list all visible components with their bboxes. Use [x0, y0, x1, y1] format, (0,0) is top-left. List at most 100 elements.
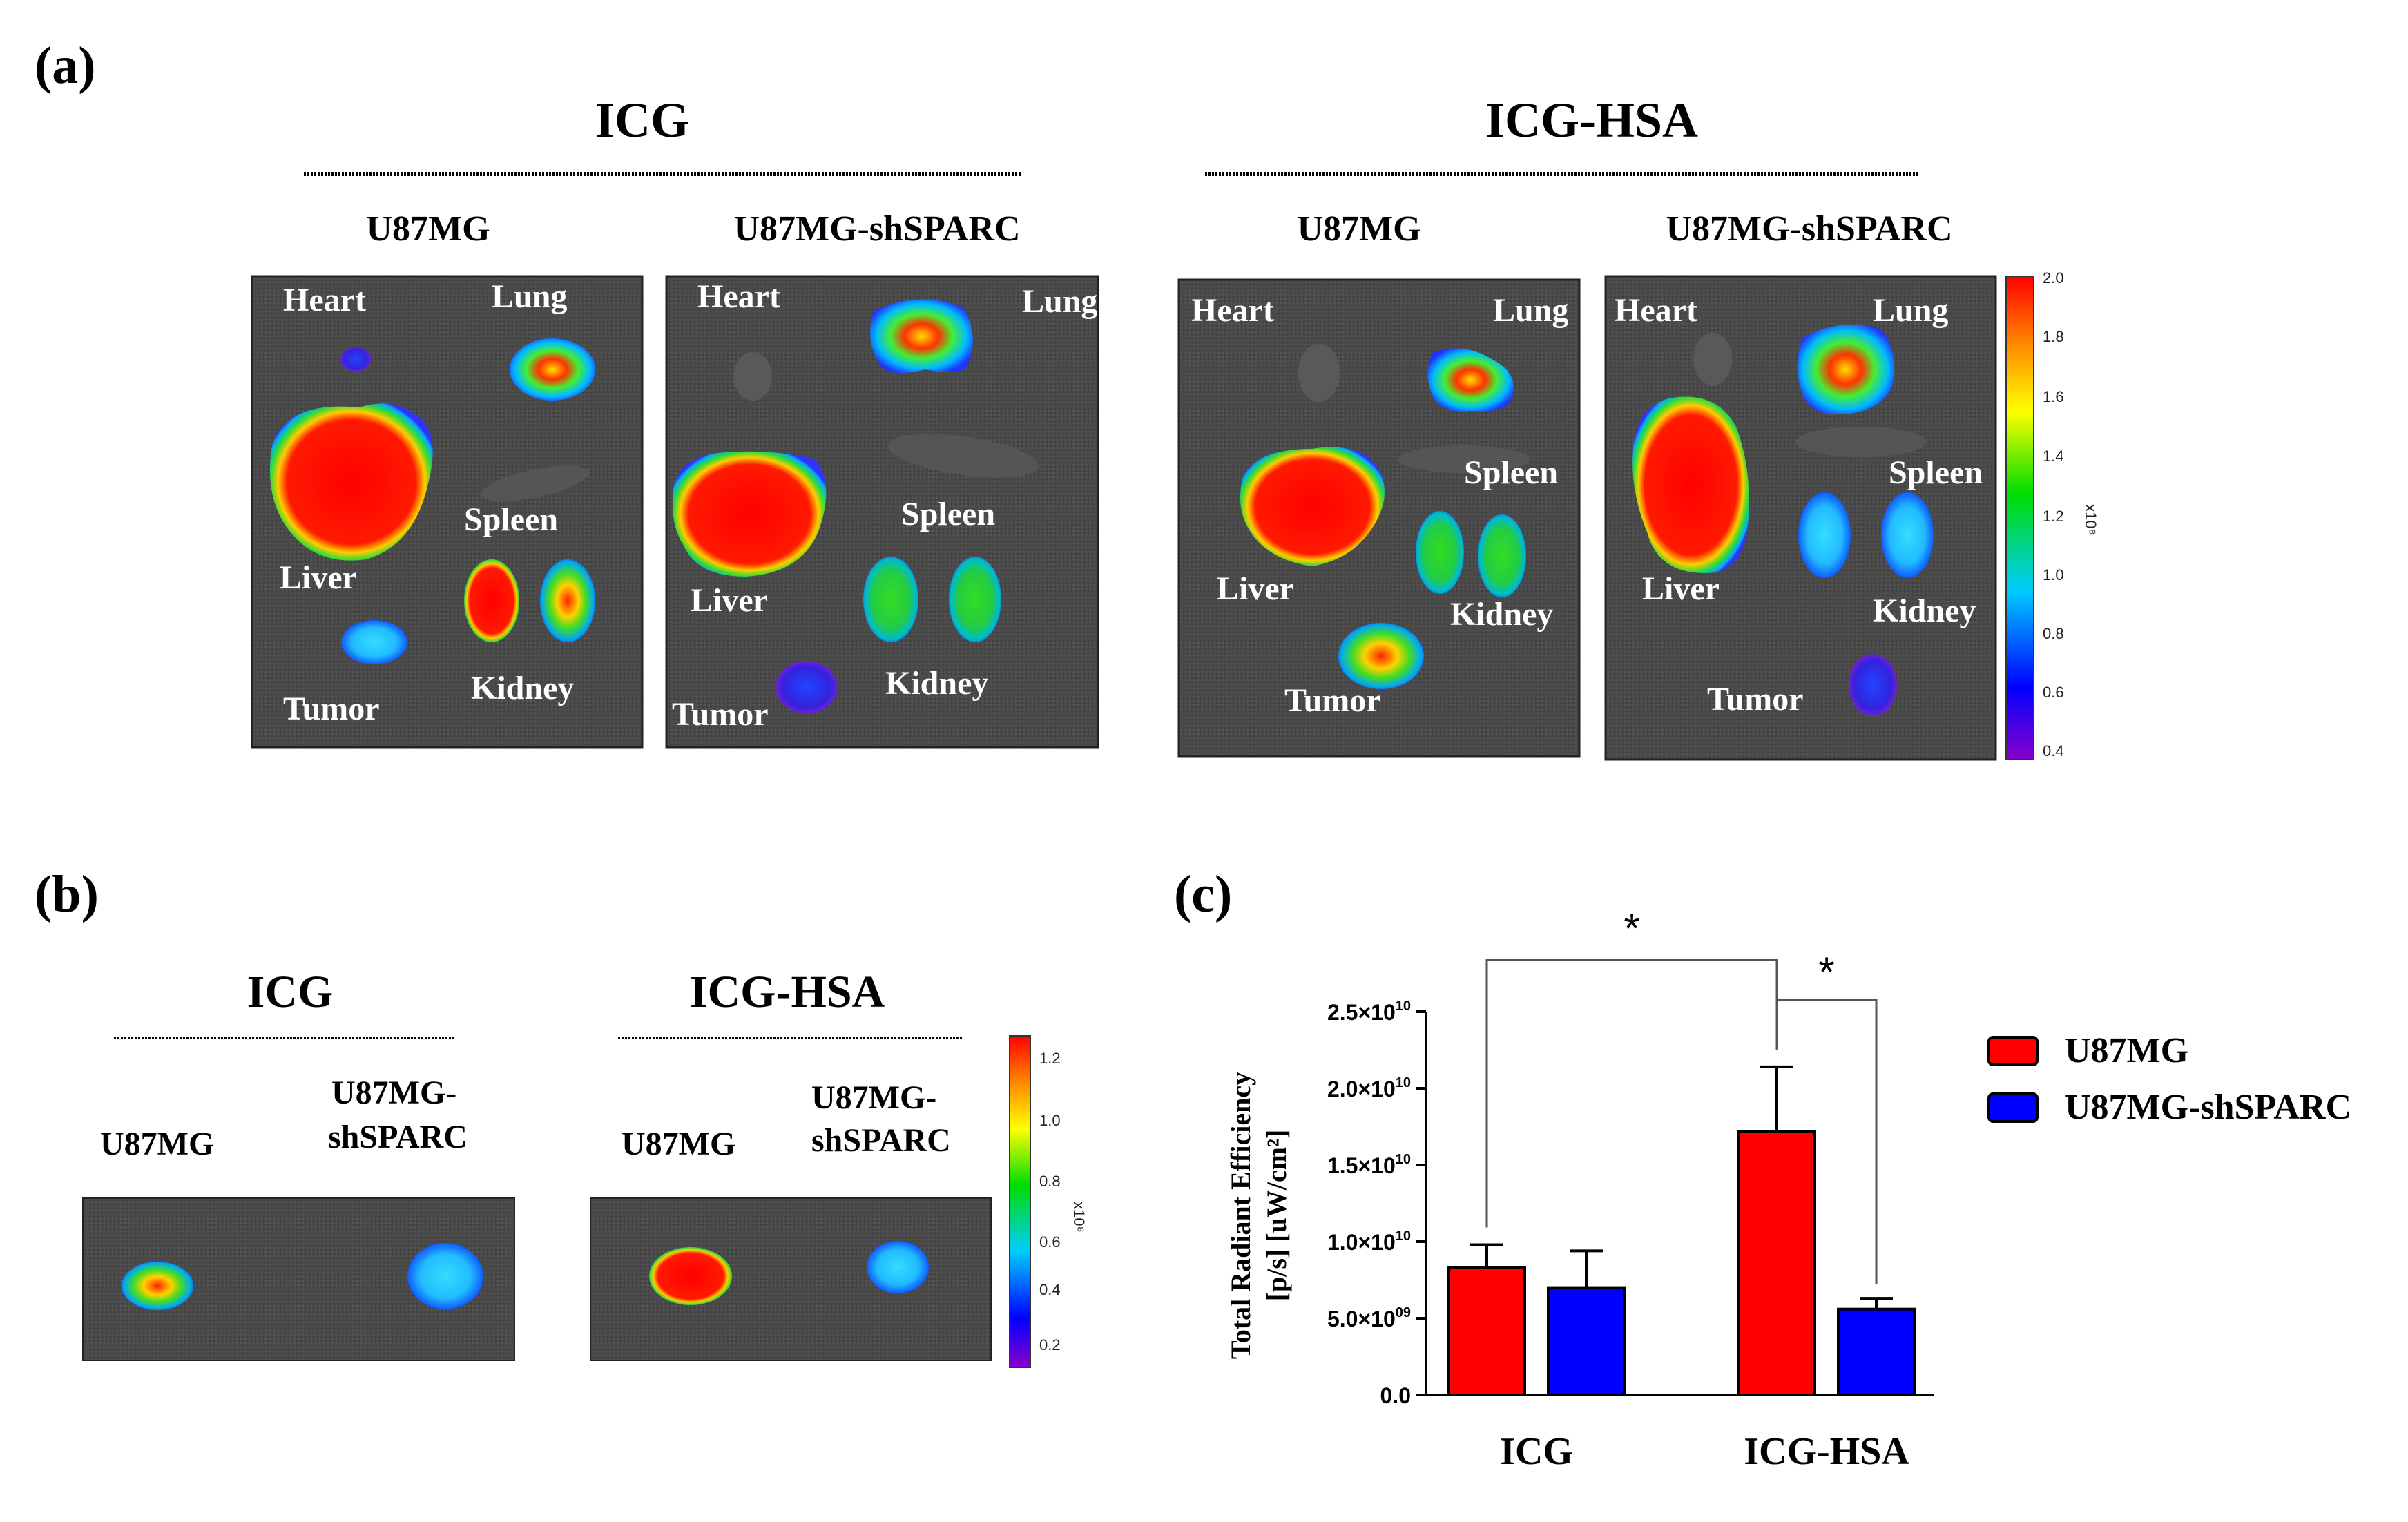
- panel-label-c: (c): [1174, 865, 1232, 923]
- sample-label: U87MG-: [331, 1075, 456, 1111]
- colorbar-tick: 1.8: [2043, 328, 2064, 345]
- significance-brackets: **: [1485, 905, 1878, 1285]
- kidney-signal: [1798, 492, 1851, 578]
- organ-label: Lung: [1022, 283, 1097, 320]
- tumor-signal: [776, 661, 838, 713]
- lung-signal: [870, 299, 973, 373]
- colorbar-b: 1.2 1.0 0.8 0.6 0.4 0.2 x10⁸: [1009, 1035, 1088, 1368]
- colorbar-tick: 0.2: [1039, 1336, 1061, 1354]
- sample-label: U87MG: [100, 1126, 214, 1162]
- tumor-signal: [1849, 654, 1897, 716]
- panel-b: ICG ICG-HSA U87MG U87MG- shSPARC U87MG U…: [82, 967, 1088, 1368]
- y-tick-label: 5.0×1009: [1327, 1305, 1411, 1331]
- colorbar-tick: 0.6: [1039, 1233, 1061, 1251]
- colorbar-unit: x10⁸: [1070, 1202, 1088, 1233]
- tumor-signal-u87mg: [649, 1247, 732, 1305]
- panel-a: ICG ICG-HSA U87MG U87MG-shSPARC U87MG U8…: [251, 93, 2099, 761]
- legend-label: U87MG-shSPARC: [2065, 1088, 2351, 1127]
- bar: [1547, 1286, 1626, 1396]
- tumor-image-icg-hsa: [590, 1197, 992, 1361]
- organ-label: Liver: [280, 559, 357, 596]
- y-tick-label: 2.5×1010: [1327, 999, 1411, 1025]
- organ-label: Kidney: [471, 670, 574, 706]
- colorbar-tick: 1.0: [1039, 1112, 1061, 1129]
- liver-signal: [673, 451, 827, 577]
- spleen-signal: [1795, 427, 1927, 457]
- organ-image-icg-u87mg: Heart Lung Spleen Liver Kidney Tumor: [251, 275, 644, 749]
- tumor-signal: [341, 620, 407, 664]
- group-title-icg: ICG: [247, 967, 334, 1017]
- kidney-signal: [540, 559, 595, 642]
- organ-label: Heart: [283, 282, 366, 318]
- organ-label: Heart: [1615, 292, 1697, 329]
- liver-signal: [1632, 396, 1749, 573]
- heart-signal: [1693, 333, 1732, 385]
- significance-bracket: [1775, 960, 1878, 1285]
- bar: [1737, 1130, 1816, 1397]
- organ-image-icg-shsparc: Heart Lung Spleen Liver Kidney Tumor: [665, 275, 1099, 749]
- organ-label: Liver: [691, 582, 768, 619]
- spleen-signal: [888, 434, 1039, 478]
- group-title-icg-hsa: ICG-HSA: [690, 967, 885, 1017]
- bar-chart: Total Radiant Efficiency [p/s] [uW/cm²] …: [1225, 905, 2351, 1473]
- kidney-signal: [1478, 514, 1526, 597]
- organ-label: Liver: [1642, 570, 1720, 607]
- organ-label: Liver: [1217, 570, 1294, 607]
- tumor-signal-shsparc: [407, 1243, 483, 1309]
- x-category-label: ICG-HSA: [1744, 1430, 1909, 1473]
- organ-label: Tumor: [283, 691, 380, 727]
- organ-label: Spleen: [464, 501, 558, 538]
- organ-label: Lung: [1873, 292, 1948, 329]
- organ-label: Spleen: [1464, 454, 1558, 491]
- tumor-signal-shsparc: [867, 1241, 929, 1293]
- organ-label: Tumor: [672, 696, 769, 733]
- colorbar-tick: 1.2: [1039, 1050, 1061, 1067]
- organ-label: Lung: [1493, 292, 1568, 329]
- heart-signal: [340, 347, 371, 372]
- kidney-signal: [949, 557, 1001, 642]
- kidney-signal: [1881, 492, 1934, 578]
- bar: [1837, 1307, 1916, 1397]
- legend: U87MG U87MG-shSPARC: [1987, 1031, 2351, 1127]
- colorbar-tick: 0.4: [2043, 742, 2064, 760]
- spleen-signal: [481, 465, 590, 501]
- column-label: U87MG: [1297, 209, 1420, 249]
- panel-label-b: (b): [35, 865, 99, 923]
- colorbar-unit: x10⁸: [2082, 504, 2099, 535]
- liver-signal: [269, 403, 433, 561]
- x-axis: ICG ICG-HSA: [1500, 1430, 1909, 1473]
- y-tick-label: 0.0: [1380, 1383, 1411, 1408]
- lung-signal: [1427, 348, 1514, 412]
- column-label: U87MG: [366, 209, 490, 249]
- legend-swatch: [1987, 1036, 2039, 1066]
- heart-signal: [733, 352, 772, 401]
- y-axis-label-line1: Total Radiant Efficiency: [1225, 1072, 1256, 1359]
- lung-signal: [510, 338, 595, 401]
- colorbar-tick: 2.0: [2043, 269, 2064, 287]
- sample-label: shSPARC: [328, 1119, 468, 1155]
- colorbar-tick: 1.2: [2043, 508, 2064, 525]
- tumor-signal-u87mg: [122, 1262, 193, 1310]
- organ-label: Tumor: [1707, 681, 1804, 717]
- panel-label-a: (a): [35, 37, 96, 95]
- significance-bracket: [1485, 959, 1778, 1228]
- tumor-image-icg: [82, 1197, 515, 1361]
- tumor-signal: [1338, 623, 1424, 689]
- organ-label: Heart: [1191, 292, 1274, 329]
- organ-label: Spleen: [1889, 454, 1983, 491]
- kidney-signal: [464, 559, 519, 642]
- sample-label: shSPARC: [811, 1122, 951, 1159]
- colorbar-tick: 0.6: [2043, 684, 2064, 701]
- colorbar-tick: 1.0: [2043, 566, 2064, 584]
- kidney-signal: [863, 557, 918, 642]
- group-title-icg: ICG: [595, 93, 689, 148]
- colorbar-tick: 0.8: [2043, 625, 2064, 642]
- legend-swatch: [1987, 1092, 2039, 1123]
- heart-signal: [1298, 344, 1340, 402]
- organ-label: Kidney: [1873, 593, 1976, 629]
- colorbar-a: 2.0 1.8 1.6 1.4 1.2 1.0 0.8 0.6 0.4 x10⁸: [2005, 269, 2099, 760]
- colorbar-tick: 1.4: [2043, 447, 2064, 465]
- significance-marker: *: [1624, 905, 1639, 952]
- organ-label: Kidney: [1450, 596, 1553, 633]
